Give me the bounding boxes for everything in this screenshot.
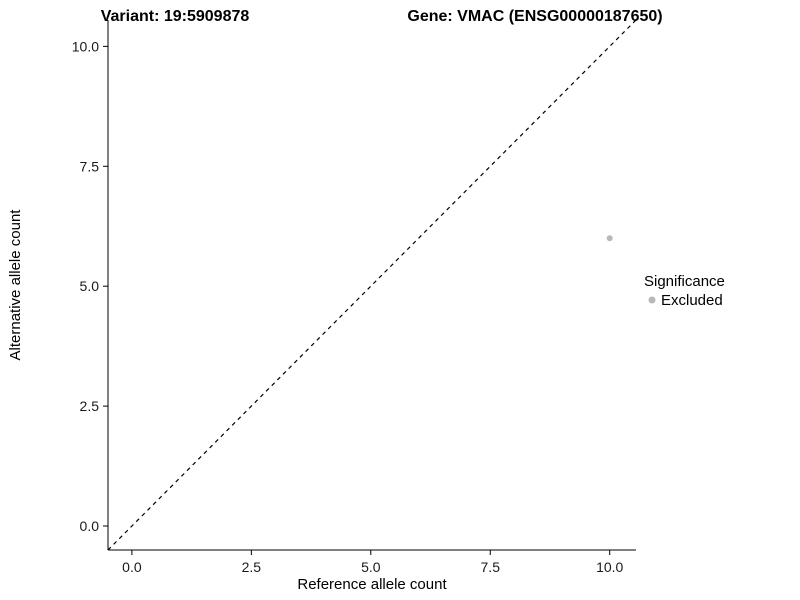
legend-item-label-excluded: Excluded — [661, 292, 723, 309]
y-tick-label: 10.0 — [72, 38, 99, 54]
y-tick-label: 5.0 — [80, 278, 100, 294]
legend-marker-excluded — [648, 296, 656, 304]
y-tick-label: 7.5 — [80, 158, 100, 174]
plot-area: 0.0 2.5 5.0 7.5 10.0 0.0 2.5 5.0 7.5 10.0 — [72, 19, 637, 575]
x-tick-label: 5.0 — [361, 559, 381, 575]
legend: Significance Excluded — [644, 273, 725, 309]
x-tick-label: 0.0 — [122, 559, 142, 575]
x-tick-label: 7.5 — [481, 559, 501, 575]
data-point-excluded — [606, 235, 613, 242]
x-tick-label: 10.0 — [596, 559, 623, 575]
plot-title-variant: Variant: 19:5909878 — [101, 8, 250, 25]
x-axis-label: Reference allele count — [297, 576, 447, 593]
legend-title: Significance — [644, 273, 725, 290]
y-tick-label: 2.5 — [80, 398, 100, 414]
plot-title-gene: Gene: VMAC (ENSG00000187650) — [407, 8, 662, 25]
y-tick-label: 0.0 — [80, 518, 100, 534]
x-tick-label: 2.5 — [242, 559, 262, 575]
identity-line — [107, 19, 637, 551]
y-axis-label: Alternative allele count — [7, 209, 24, 361]
